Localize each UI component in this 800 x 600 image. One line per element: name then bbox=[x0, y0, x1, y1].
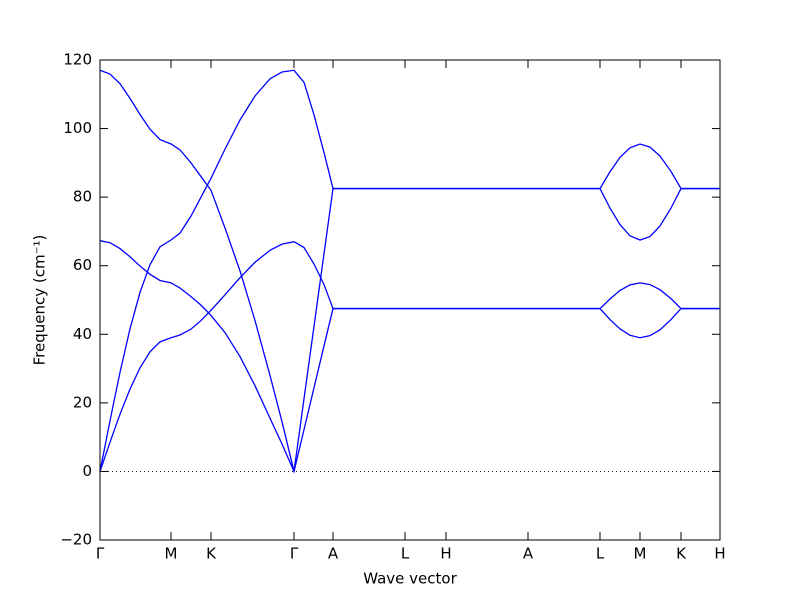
y-tick-label: 60 bbox=[73, 256, 92, 274]
x-tick-label: L bbox=[596, 545, 605, 563]
x-tick-label: L bbox=[401, 545, 410, 563]
x-tick-label: A bbox=[523, 545, 534, 563]
y-tick-label: 120 bbox=[63, 51, 92, 69]
x-tick-label: A bbox=[328, 545, 339, 563]
x-tick-label: Γ bbox=[290, 545, 299, 563]
x-tick-label: M bbox=[634, 545, 647, 563]
plot-frame bbox=[99, 59, 721, 541]
x-tick-label: Γ bbox=[96, 545, 105, 563]
x-tick-label: K bbox=[676, 545, 687, 563]
x-tick-label: H bbox=[714, 545, 725, 563]
x-axis-label: Wave vector bbox=[363, 570, 457, 588]
y-tick-label: 80 bbox=[73, 188, 92, 206]
y-tick-label: 40 bbox=[73, 325, 92, 343]
band-line bbox=[99, 241, 720, 472]
y-axis-label: Frequency (cm⁻¹) bbox=[31, 235, 49, 366]
band-line bbox=[99, 240, 720, 474]
y-tick-label: −20 bbox=[60, 531, 92, 549]
x-tick-label: M bbox=[165, 545, 178, 563]
y-tick-label: 20 bbox=[73, 393, 92, 411]
x-tick-label: H bbox=[440, 545, 451, 563]
y-tick-label: 100 bbox=[63, 119, 92, 137]
band-line bbox=[99, 69, 720, 472]
y-tick-label: 0 bbox=[82, 462, 92, 480]
x-tick-label: K bbox=[206, 545, 217, 563]
band-line bbox=[99, 69, 720, 472]
